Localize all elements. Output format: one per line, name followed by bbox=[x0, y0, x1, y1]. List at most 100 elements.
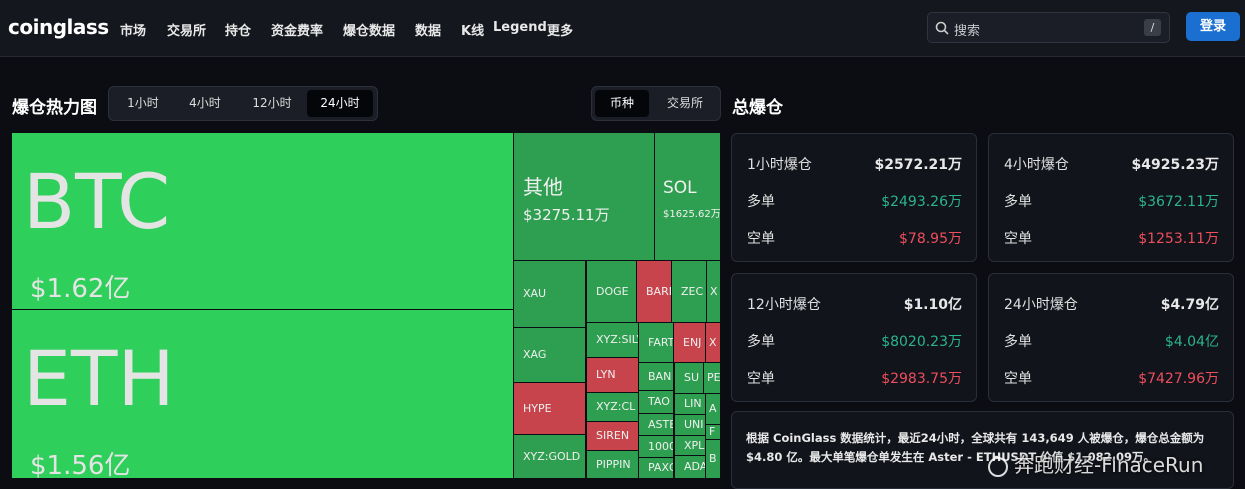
card-label: 24小时爆仓 bbox=[1004, 297, 1078, 313]
tile-label: ADA bbox=[684, 460, 705, 473]
nav-item[interactable]: 持仓 bbox=[225, 24, 252, 39]
card-value: $2983.75万 bbox=[881, 371, 962, 387]
tile-value: $1.56亿 bbox=[30, 451, 131, 478]
heatmap-tile[interactable]: ENJ bbox=[674, 323, 705, 362]
login-button[interactable]: 登录 bbox=[1186, 12, 1240, 41]
heatmap-tile[interactable]: ASTE bbox=[639, 414, 673, 435]
tile-label: PAXG bbox=[648, 461, 673, 474]
card-value: $8020.23万 bbox=[881, 334, 962, 350]
watermark-text: 奔跑财经-FinaceRun bbox=[1014, 453, 1204, 477]
heatmap-tile[interactable]: FART bbox=[639, 323, 673, 362]
tile-label: BTC bbox=[23, 157, 171, 246]
tile-label: TAO bbox=[648, 395, 670, 408]
tile-label: XYZ:SILV bbox=[596, 333, 638, 346]
heatmap-tile[interactable]: XYZ:SILV bbox=[587, 323, 638, 357]
tile-value: $1625.62万 bbox=[663, 209, 720, 220]
heatmap-tile[interactable]: XYZ:CL bbox=[587, 393, 638, 421]
heatmap-tile[interactable]: PIPPIN bbox=[587, 451, 638, 478]
heatmap-tile[interactable]: 其他 $3275.11万 bbox=[514, 133, 654, 260]
summary-card: 12小时爆仓 $1.10亿 多单 $8020.23万 空单 $2983.75万 bbox=[731, 273, 977, 402]
card-label: 空单 bbox=[747, 231, 775, 247]
heatmap-tile[interactable]: SIREN bbox=[587, 422, 638, 450]
nav-item[interactable]: 资金费率 bbox=[271, 24, 324, 39]
heatmap-tile[interactable]: ETH $1.56亿 bbox=[12, 310, 513, 478]
search-icon bbox=[935, 21, 949, 35]
tile-label: LYN bbox=[596, 368, 616, 381]
card-label: 空单 bbox=[1004, 371, 1032, 387]
heatmap-tile[interactable]: DOGE bbox=[587, 261, 636, 322]
card-value: $78.95万 bbox=[899, 231, 962, 247]
heatmap-tile[interactable]: ADA bbox=[675, 456, 705, 478]
heatmap-tile[interactable]: BTC $1.62亿 bbox=[12, 133, 513, 309]
tile-label: ZEC bbox=[681, 284, 704, 298]
watermark-icon bbox=[988, 456, 1008, 477]
tile-label: SIREN bbox=[596, 429, 630, 442]
heatmap-tile[interactable]: HYPE bbox=[514, 383, 585, 434]
watermark: 奔跑财经-FinaceRun bbox=[988, 449, 1203, 478]
tile-label: ETH bbox=[23, 334, 175, 423]
heatmap-tile[interactable]: PAXG bbox=[639, 458, 673, 478]
tile-label: UNI bbox=[684, 418, 704, 431]
heatmap-tile[interactable]: X bbox=[707, 261, 720, 322]
view-tab[interactable]: 交易所 bbox=[666, 96, 703, 110]
heatmap-tile[interactable]: XPL bbox=[675, 436, 705, 455]
period-tab[interactable]: 1小时 bbox=[127, 96, 159, 110]
heatmap-tile[interactable]: ZEC bbox=[672, 261, 706, 322]
heatmap-tile[interactable]: 1000 bbox=[639, 436, 673, 457]
nav-item[interactable]: 交易所 bbox=[167, 24, 207, 39]
nav-item[interactable]: 更多 bbox=[547, 24, 574, 39]
tile-label: X bbox=[710, 284, 718, 298]
heatmap-tile[interactable]: SOL $1625.62万 bbox=[655, 133, 720, 260]
heatmap-tile[interactable]: LYN bbox=[587, 358, 638, 392]
heatmap-tile[interactable]: B bbox=[706, 440, 720, 478]
search-box[interactable]: 搜索 / bbox=[927, 12, 1170, 43]
nav-item[interactable]: K线 bbox=[461, 24, 485, 39]
card-value: $2572.21万 bbox=[874, 157, 962, 173]
heatmap-tile[interactable]: XAU bbox=[514, 261, 585, 327]
heatmap-tile[interactable]: SU bbox=[675, 363, 703, 393]
note-text: 根据 CoinGlass 数据统计，最近24小时，全球共有 143,649 人被… bbox=[746, 431, 1205, 464]
view-tab[interactable]: 币种 bbox=[595, 90, 649, 117]
card-label: 空单 bbox=[1004, 231, 1032, 247]
period-tabs: 1小时 4小时 12小时 24小时 bbox=[108, 86, 378, 121]
heatmap-title: 爆仓热力图 bbox=[12, 98, 97, 118]
heatmap-tile[interactable]: PE bbox=[704, 363, 720, 393]
view-tabs: 币种 交易所 bbox=[591, 86, 721, 121]
nav-item[interactable]: Legend bbox=[493, 20, 547, 35]
card-value: $4925.23万 bbox=[1131, 157, 1219, 173]
card-label: 4小时爆仓 bbox=[1004, 157, 1069, 173]
heatmap-tile[interactable]: F bbox=[706, 425, 720, 439]
tile-label: HYPE bbox=[523, 401, 552, 415]
summary-card: 1小时爆仓 $2572.21万 多单 $2493.26万 空单 $78.95万 bbox=[731, 133, 977, 262]
summary-card: 24小时爆仓 $4.79亿 多单 $4.04亿 空单 $7427.96万 bbox=[988, 273, 1234, 402]
tile-label: X bbox=[709, 335, 717, 349]
tile-label: XYZ:GOLD bbox=[523, 449, 581, 463]
heatmap-tile[interactable]: BAN bbox=[639, 363, 673, 390]
heatmap-tile[interactable]: UNI bbox=[675, 415, 705, 435]
period-tab[interactable]: 4小时 bbox=[189, 96, 221, 110]
heatmap-tile[interactable]: X bbox=[706, 323, 720, 362]
tile-label: BAN bbox=[648, 369, 672, 383]
heatmap-tile[interactable]: LIN bbox=[675, 394, 705, 414]
tile-label: F bbox=[709, 425, 716, 438]
tile-label: A bbox=[709, 402, 717, 415]
heatmap-tile[interactable]: XYZ:GOLD bbox=[514, 435, 585, 478]
nav-item[interactable]: 市场 bbox=[120, 24, 147, 39]
tile-value: $1.62亿 bbox=[30, 274, 131, 304]
card-value: $7427.96万 bbox=[1138, 371, 1219, 387]
heatmap-tile[interactable]: BARD bbox=[637, 261, 671, 322]
tile-label: SOL bbox=[663, 178, 697, 198]
summary-title: 总爆仓 bbox=[732, 98, 783, 118]
nav-item[interactable]: 爆仓数据 bbox=[343, 24, 396, 39]
tile-label: ASTE bbox=[648, 417, 673, 431]
period-tab[interactable]: 24小时 bbox=[307, 90, 373, 117]
heatmap-tile[interactable]: XAG bbox=[514, 328, 585, 382]
period-tab[interactable]: 12小时 bbox=[252, 96, 292, 110]
search-shortcut: / bbox=[1144, 19, 1161, 36]
heatmap-tile[interactable]: TAO bbox=[639, 391, 673, 413]
nav-item[interactable]: 数据 bbox=[415, 24, 442, 39]
logo[interactable]: coinglass bbox=[8, 15, 109, 39]
heatmap-tile[interactable]: A bbox=[706, 394, 720, 424]
card-value: $1.10亿 bbox=[903, 297, 962, 313]
